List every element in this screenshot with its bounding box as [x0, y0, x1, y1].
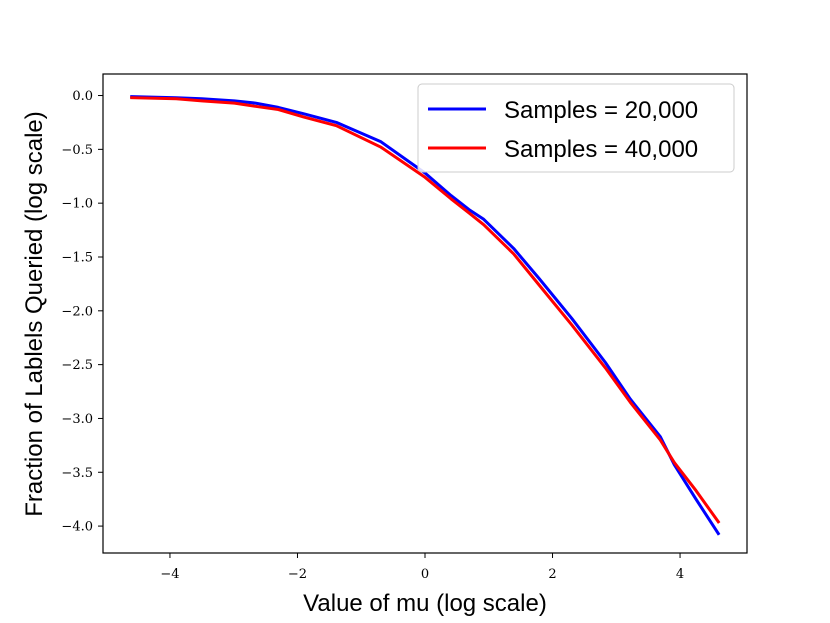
- series-line-samples-40000: [130, 96, 721, 524]
- y-axis-ticks: 0.0 −0.5 −1.0 −1.5 −2.0 −2.5 −3.0 −3.5 −4.0: [61, 89, 103, 535]
- y-axis-label: Fraction of Lablels Queried (log scale): [21, 111, 48, 517]
- y-tick-label: −1.5: [61, 250, 93, 265]
- x-tick-label: −4: [160, 567, 179, 582]
- y-tick-label: −1.0: [61, 197, 93, 212]
- legend: Samples = 20,000 Samples = 40,000: [417, 83, 735, 173]
- x-axis-label: Value of mu (log scale): [303, 590, 547, 617]
- y-tick-label: −2.0: [61, 304, 93, 319]
- y-tick-label: 0.0: [72, 89, 93, 104]
- y-tick-label: −4.0: [61, 520, 93, 535]
- x-tick-label: −2: [288, 567, 307, 582]
- y-tick-label: −3.5: [61, 466, 93, 481]
- x-tick-label: 2: [548, 567, 556, 582]
- legend-label-samples-20000: Samples = 20,000: [504, 97, 698, 124]
- plot-lines: [130, 95, 721, 536]
- x-tick-label: 0: [421, 567, 429, 582]
- x-axis-ticks: −4 −2 0 2 4: [160, 553, 684, 582]
- legend-box: [417, 83, 735, 173]
- x-tick-label: 4: [676, 567, 684, 582]
- legend-label-samples-40000: Samples = 40,000: [504, 136, 698, 163]
- y-tick-label: −3.0: [61, 412, 93, 427]
- y-tick-label: −0.5: [61, 143, 93, 158]
- series-line-samples-20000: [130, 95, 721, 536]
- y-tick-label: −2.5: [61, 358, 93, 373]
